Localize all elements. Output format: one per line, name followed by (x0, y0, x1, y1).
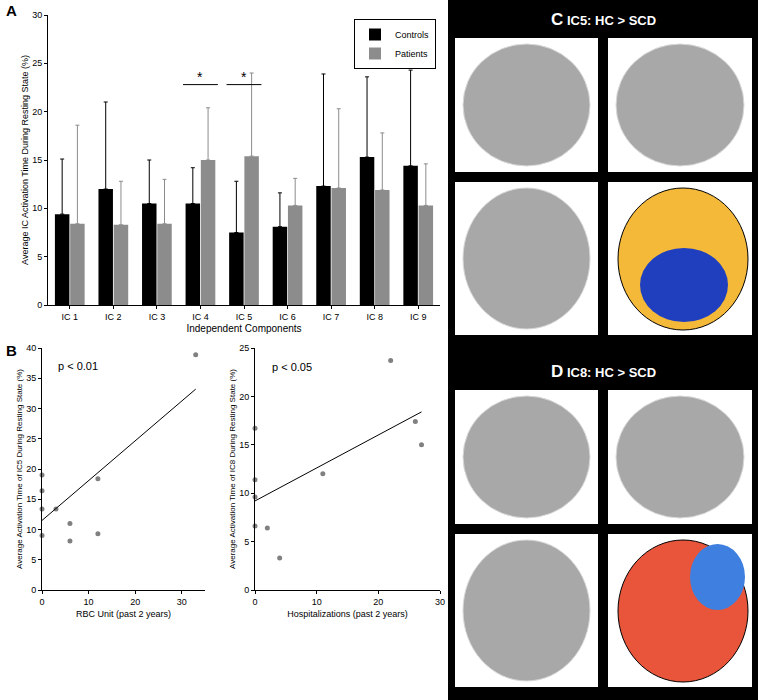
svg-text:25: 25 (26, 434, 36, 444)
svg-text:IC 7: IC 7 (323, 312, 340, 322)
svg-text:10: 10 (239, 488, 249, 498)
svg-text:5: 5 (244, 537, 249, 547)
svg-text:30: 30 (177, 597, 187, 607)
svg-text:20: 20 (373, 597, 383, 607)
svg-text:IC 3: IC 3 (149, 312, 166, 322)
svg-text:A: A (6, 2, 17, 19)
svg-text:IC 4: IC 4 (192, 312, 209, 322)
svg-text:0: 0 (31, 585, 36, 595)
svg-text:30: 30 (26, 404, 36, 414)
svg-text:0: 0 (39, 597, 44, 607)
svg-text:*: * (241, 69, 247, 85)
svg-text:0: 0 (244, 585, 249, 595)
svg-text:Independent Components: Independent Components (186, 323, 301, 334)
svg-text:20: 20 (26, 464, 36, 474)
svg-text:10: 10 (32, 203, 42, 213)
svg-text:0: 0 (252, 597, 257, 607)
svg-text:20: 20 (32, 107, 42, 117)
svg-text:0: 0 (37, 300, 42, 310)
svg-text:20: 20 (239, 392, 249, 402)
svg-text:p < 0.05: p < 0.05 (272, 361, 312, 373)
svg-text:25: 25 (239, 343, 249, 353)
svg-text:*: * (197, 69, 203, 85)
svg-text:Controls: Controls (395, 30, 429, 40)
svg-text:Average Activation Time of IC5: Average Activation Time of IC5 During Re… (15, 369, 24, 569)
svg-text:20: 20 (130, 597, 140, 607)
svg-text:15: 15 (26, 494, 36, 504)
svg-text:IC 6: IC 6 (279, 312, 296, 322)
svg-text:RBC Unit (past 2 years): RBC Unit (past 2 years) (76, 609, 171, 619)
svg-text:IC 1: IC 1 (62, 312, 79, 322)
svg-text:10: 10 (312, 597, 322, 607)
svg-text:10: 10 (26, 525, 36, 535)
svg-text:Patients: Patients (395, 49, 428, 59)
svg-text:Hospitalizations (past 2 years: Hospitalizations (past 2 years) (287, 609, 408, 619)
svg-text:IC 5: IC 5 (236, 312, 253, 322)
svg-text:40: 40 (26, 343, 36, 353)
svg-text:IC 2: IC 2 (105, 312, 122, 322)
svg-text:35: 35 (26, 373, 36, 383)
svg-text:5: 5 (37, 252, 42, 262)
svg-text:B: B (6, 342, 17, 359)
svg-text:Average IC Activation Time Dur: Average IC Activation Time During Restin… (20, 55, 30, 265)
svg-text:5: 5 (31, 555, 36, 565)
svg-text:IC 8: IC 8 (366, 312, 383, 322)
svg-text:25: 25 (32, 58, 42, 68)
svg-text:C IC5: HC > SCD: C IC5: HC > SCD (551, 10, 656, 29)
svg-text:D IC8: HC > SCD: D IC8: HC > SCD (551, 362, 656, 381)
svg-text:30: 30 (32, 10, 42, 20)
svg-text:IC 9: IC 9 (410, 312, 427, 322)
svg-text:15: 15 (239, 440, 249, 450)
svg-text:p < 0.01: p < 0.01 (58, 360, 98, 372)
svg-text:Average Activation Time of IC8: Average Activation Time of IC8 During Re… (228, 369, 237, 569)
svg-text:15: 15 (32, 155, 42, 165)
svg-text:30: 30 (435, 597, 445, 607)
svg-text:10: 10 (84, 597, 94, 607)
